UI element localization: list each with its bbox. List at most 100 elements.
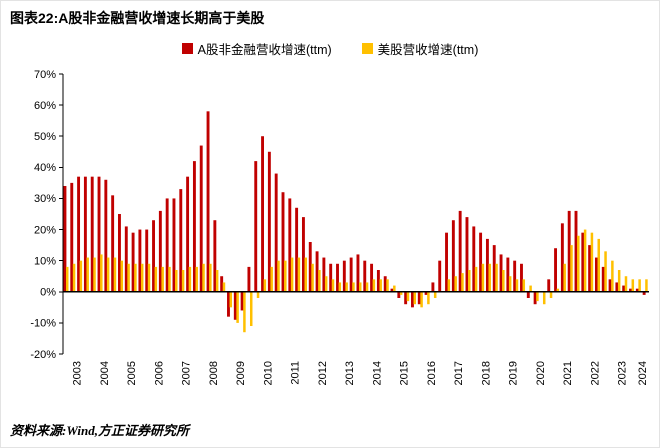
bar-us <box>222 282 226 292</box>
legend-swatch-us <box>361 43 373 54</box>
bar-a-share <box>431 282 435 292</box>
bar-a-share <box>118 214 121 292</box>
bar-a-share <box>608 279 612 292</box>
bar-a-share <box>288 198 292 292</box>
bar-us <box>549 291 553 298</box>
bar-a-share <box>308 242 312 292</box>
bar-us <box>481 263 485 292</box>
bar-a-share <box>533 291 537 305</box>
x-tick-label: 2017 <box>453 361 465 385</box>
bar-a-share <box>206 111 210 292</box>
bar-us <box>140 263 144 292</box>
bar-a-share <box>383 276 387 292</box>
bar-a-share <box>199 145 203 292</box>
bar-us <box>577 235 580 292</box>
bar-us <box>215 270 219 292</box>
bar-a-share <box>417 291 421 305</box>
bar-a-share <box>247 266 251 292</box>
bar-a-share <box>411 291 414 308</box>
bar-a-share <box>397 291 401 298</box>
bar-us <box>154 266 158 292</box>
bar-us <box>542 291 546 305</box>
bar-us <box>188 266 192 292</box>
bar-us <box>427 291 430 305</box>
bar-a-share <box>192 161 196 292</box>
bar-a-share <box>588 245 592 292</box>
legend-swatch-a-share <box>181 43 193 54</box>
bar-us <box>522 279 526 292</box>
y-tick-label: 10% <box>34 255 56 267</box>
x-tick-label: 2016 <box>426 361 438 385</box>
x-tick-label: 2010 <box>262 361 274 385</box>
bar-us <box>413 291 417 305</box>
bar-a-share <box>554 248 557 292</box>
bar-us <box>352 282 355 292</box>
bar-us <box>263 279 267 292</box>
bar-us <box>290 257 294 292</box>
y-tick-label: 50% <box>34 131 56 143</box>
bar-us <box>638 279 641 292</box>
x-tick-label: 2013 <box>344 361 356 385</box>
bar-a-share <box>240 291 244 311</box>
bar-a-share <box>404 291 408 305</box>
bar-a-share <box>615 282 619 292</box>
bar-us <box>311 263 314 292</box>
bar-a-share <box>642 291 646 295</box>
bar-a-share <box>70 182 74 292</box>
bar-a-share <box>152 220 155 292</box>
bar-a-share <box>349 257 353 292</box>
bar-us <box>399 291 403 295</box>
legend-label-us: 美股营收增速(ttm) <box>377 43 479 57</box>
bar-chart: 70% 60% 50% 40% 30% 20% 10% 0% -10% -20% 2003 2004 2… <box>30 69 649 386</box>
bar-us <box>304 257 307 292</box>
bar-us <box>624 276 628 292</box>
bar-us <box>256 291 260 298</box>
bar-a-share <box>629 288 632 292</box>
bar-a-share <box>124 226 128 292</box>
bar-us <box>209 263 212 292</box>
bar-a-share <box>356 254 360 292</box>
bar-a-share <box>485 238 489 292</box>
x-tick-label: 2003 <box>72 361 84 385</box>
x-tick-label: 2021 <box>562 361 574 385</box>
bar-us <box>277 260 280 292</box>
bar-us <box>645 279 648 292</box>
x-tick-label: 2004 <box>99 361 111 385</box>
bar-a-share <box>336 263 339 292</box>
bar-a-share <box>465 217 469 292</box>
x-tick-label: 2005 <box>126 361 138 385</box>
x-tick-label: 2023 <box>617 361 629 385</box>
bar-a-share <box>581 232 585 292</box>
bar-us <box>331 279 335 292</box>
y-tick-label: 60% <box>34 100 56 112</box>
bar-a-share <box>111 195 115 292</box>
bar-a-share <box>315 251 319 292</box>
bar-us <box>127 263 130 292</box>
bar-us <box>611 260 614 292</box>
source-note: 资料来源:Wind,方正证券研究所 <box>10 423 189 438</box>
x-tick-label: 2011 <box>290 361 302 385</box>
bar-a-share <box>97 176 101 292</box>
bar-a-share <box>424 291 428 295</box>
bar-a-share <box>560 223 564 292</box>
bar-us <box>86 257 89 292</box>
bar-us <box>583 229 587 292</box>
bar-us <box>570 245 573 292</box>
legend-item-us: 美股营收增速(ttm) <box>361 39 479 58</box>
legend-item-a-share: A股非金融营收增速(ttm) <box>181 39 332 58</box>
bar-us <box>134 263 137 292</box>
bar-us <box>147 263 151 292</box>
bar-us <box>66 266 69 292</box>
bar-us <box>604 251 607 292</box>
bar-us <box>100 254 103 292</box>
bar-a-share <box>158 210 162 292</box>
y-tick-label: 70% <box>34 69 56 81</box>
bar-us <box>495 263 498 292</box>
bar-us <box>243 291 246 333</box>
x-tick-label: 2015 <box>399 361 411 385</box>
bar-a-share <box>472 226 476 292</box>
bar-us <box>386 279 389 292</box>
bar-us <box>113 257 117 292</box>
bar-a-share <box>451 220 455 292</box>
bar-a-share <box>363 260 367 292</box>
